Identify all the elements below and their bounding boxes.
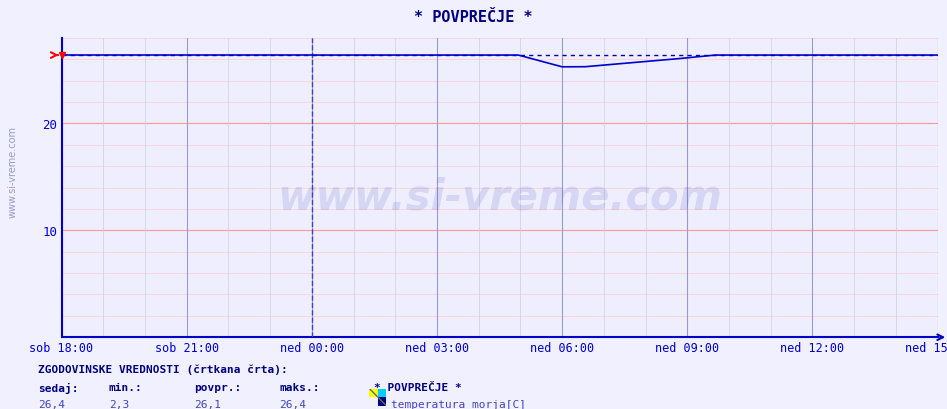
- Text: 26,4: 26,4: [279, 399, 307, 409]
- Text: 2,3: 2,3: [109, 399, 129, 409]
- Text: povpr.:: povpr.:: [194, 382, 241, 392]
- Text: temperatura morja[C]: temperatura morja[C]: [391, 399, 527, 409]
- Text: * POVPREČJE *: * POVPREČJE *: [374, 382, 462, 392]
- Text: www.si-vreme.com: www.si-vreme.com: [8, 126, 18, 218]
- Text: min.:: min.:: [109, 382, 143, 392]
- Text: 26,1: 26,1: [194, 399, 222, 409]
- Text: maks.:: maks.:: [279, 382, 320, 392]
- Text: www.si-vreme.com: www.si-vreme.com: [277, 176, 722, 218]
- Text: sedaj:: sedaj:: [38, 382, 79, 393]
- Text: * POVPREČJE *: * POVPREČJE *: [414, 10, 533, 25]
- Text: 26,4: 26,4: [38, 399, 65, 409]
- Text: ZGODOVINSKE VREDNOSTI (črtkana črta):: ZGODOVINSKE VREDNOSTI (črtkana črta):: [38, 364, 288, 375]
